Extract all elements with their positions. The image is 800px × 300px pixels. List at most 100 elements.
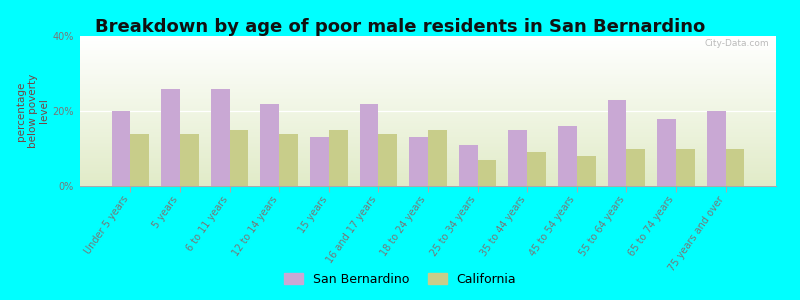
Bar xyxy=(80,116,776,117)
Bar xyxy=(80,88,776,90)
Bar xyxy=(80,46,776,48)
Bar xyxy=(80,171,776,172)
Bar xyxy=(80,150,776,152)
Bar xyxy=(80,44,776,45)
Bar xyxy=(359,103,378,186)
Bar xyxy=(80,142,776,144)
Bar xyxy=(80,58,776,60)
Bar xyxy=(80,140,776,141)
Bar xyxy=(607,100,626,186)
Bar xyxy=(80,123,776,124)
Bar xyxy=(80,92,776,93)
Bar xyxy=(80,124,776,126)
Bar xyxy=(80,87,776,88)
Bar xyxy=(80,99,776,100)
Bar xyxy=(80,126,776,128)
Bar xyxy=(478,160,497,186)
Bar xyxy=(80,40,776,42)
Bar xyxy=(80,156,776,158)
Bar xyxy=(80,48,776,50)
Bar xyxy=(80,130,776,132)
Bar xyxy=(80,154,776,156)
Bar xyxy=(80,70,776,72)
Text: Breakdown by age of poor male residents in San Bernardino: Breakdown by age of poor male residents … xyxy=(95,18,705,36)
Bar xyxy=(80,94,776,96)
Bar xyxy=(80,103,776,105)
Bar xyxy=(80,178,776,180)
Bar xyxy=(80,164,776,165)
Bar xyxy=(428,130,447,186)
Bar xyxy=(80,112,776,114)
Bar xyxy=(260,103,279,186)
Bar xyxy=(80,114,776,116)
Bar xyxy=(80,72,776,74)
Bar xyxy=(80,51,776,52)
Bar xyxy=(676,148,694,186)
Bar xyxy=(80,165,776,166)
Bar xyxy=(80,144,776,146)
Bar xyxy=(80,122,776,123)
Bar xyxy=(80,141,776,142)
Bar xyxy=(726,148,744,186)
Bar xyxy=(80,153,776,154)
Bar xyxy=(80,120,776,122)
Bar xyxy=(80,128,776,129)
Bar xyxy=(80,132,776,134)
Bar xyxy=(80,64,776,66)
Bar xyxy=(80,136,776,138)
Bar xyxy=(80,118,776,120)
Bar xyxy=(112,111,130,186)
Bar xyxy=(310,137,329,186)
Bar xyxy=(80,108,776,110)
Bar xyxy=(577,156,596,186)
Bar xyxy=(458,145,478,186)
Bar xyxy=(80,158,776,159)
Bar xyxy=(80,90,776,92)
Bar xyxy=(80,63,776,64)
Bar xyxy=(211,88,230,186)
Bar xyxy=(80,75,776,76)
Bar xyxy=(80,60,776,61)
Bar xyxy=(80,176,776,177)
Bar xyxy=(80,182,776,183)
Bar xyxy=(80,138,776,140)
Bar xyxy=(80,169,776,171)
Bar xyxy=(527,152,546,186)
Bar xyxy=(80,117,776,118)
Bar xyxy=(80,183,776,184)
Bar xyxy=(80,106,776,108)
Bar xyxy=(80,160,776,162)
Bar xyxy=(80,174,776,176)
Bar xyxy=(80,78,776,80)
Bar xyxy=(80,168,776,170)
Bar xyxy=(80,50,776,51)
Bar xyxy=(80,148,776,150)
Bar xyxy=(80,52,776,54)
Bar xyxy=(80,42,776,44)
Bar xyxy=(80,184,776,186)
Bar xyxy=(80,56,776,57)
Bar xyxy=(80,61,776,63)
Bar xyxy=(409,137,428,186)
Bar xyxy=(80,81,776,82)
Bar xyxy=(80,38,776,39)
Bar xyxy=(162,88,180,186)
Bar xyxy=(508,130,527,186)
Bar xyxy=(80,102,776,104)
Bar xyxy=(80,100,776,102)
Bar xyxy=(80,134,776,135)
Bar xyxy=(80,93,776,94)
Bar xyxy=(80,57,776,58)
Bar xyxy=(80,111,776,112)
Bar xyxy=(80,146,776,147)
Bar xyxy=(80,36,776,38)
Bar xyxy=(80,98,776,99)
Bar xyxy=(80,172,776,174)
Bar xyxy=(180,134,199,186)
Bar xyxy=(558,126,577,186)
Bar xyxy=(80,76,776,78)
Bar xyxy=(80,45,776,46)
Bar xyxy=(80,69,776,70)
Bar xyxy=(80,66,776,68)
Bar xyxy=(80,129,776,130)
